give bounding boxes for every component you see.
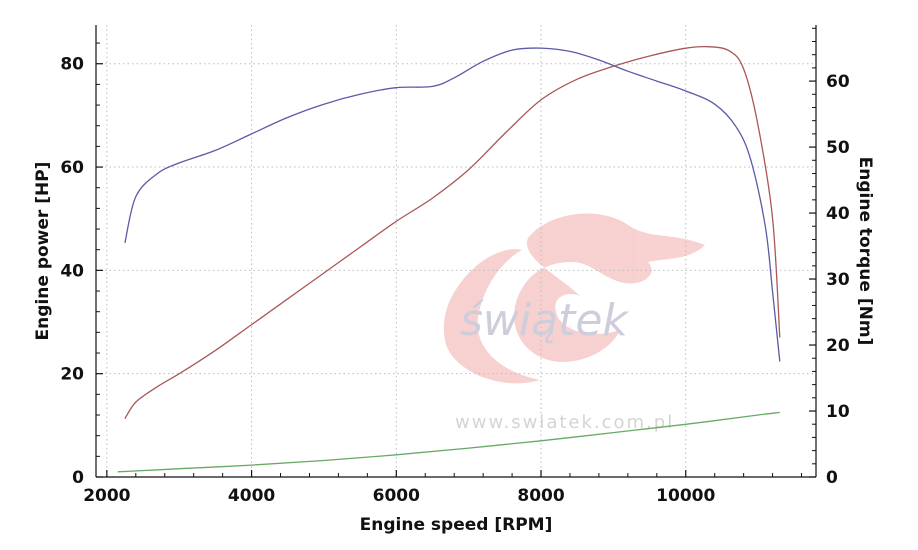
watermark-url: www.swiatek.com.pl	[455, 412, 674, 433]
y-left-tick-label: 60	[60, 158, 84, 178]
y-left-tick-label: 20	[60, 365, 84, 385]
x-tick-label: 4000	[228, 486, 275, 506]
x-tick-label: 2000	[83, 486, 130, 506]
y-left-axis-title: Engine power [HP]	[33, 162, 53, 341]
y-right-tick-label: 10	[826, 402, 850, 422]
y-left-tick-label: 40	[60, 261, 84, 281]
watermark-logo: świątek www.swiatek.com.pl	[443, 213, 705, 433]
x-tick-label: 6000	[373, 486, 420, 506]
watermark-brand: świątek	[460, 295, 629, 346]
series-line-2	[124, 45, 781, 419]
y-right-tick-label: 20	[826, 336, 850, 356]
x-tick-label: 8000	[517, 486, 564, 506]
x-axis-title: Engine speed [RPM]	[360, 515, 553, 535]
watermark-swirl	[514, 213, 705, 362]
y-left-tick-label: 0	[72, 468, 84, 488]
y-right-axis-title: Engine torque [Nm]	[855, 157, 875, 346]
grid	[96, 25, 816, 477]
watermark-swoosh	[443, 249, 540, 384]
y-right-tick-label: 0	[826, 468, 838, 488]
series-group	[117, 45, 781, 473]
series-line-3	[117, 411, 780, 473]
y-right-tick-label: 40	[826, 204, 850, 224]
axis-labels: 2000 4000 6000 8000 10000 0 20 40 60 80 0 10 20 30 40 5…	[33, 55, 875, 535]
x-tick-label: 10000	[656, 486, 715, 506]
series-line-1	[124, 47, 781, 362]
y-left-tick-label: 80	[60, 55, 84, 75]
y-right-tick-label: 50	[826, 138, 850, 158]
y-right-tick-label: 30	[826, 270, 850, 290]
y-right-tick-label: 60	[826, 72, 850, 92]
axes	[95, 25, 817, 478]
